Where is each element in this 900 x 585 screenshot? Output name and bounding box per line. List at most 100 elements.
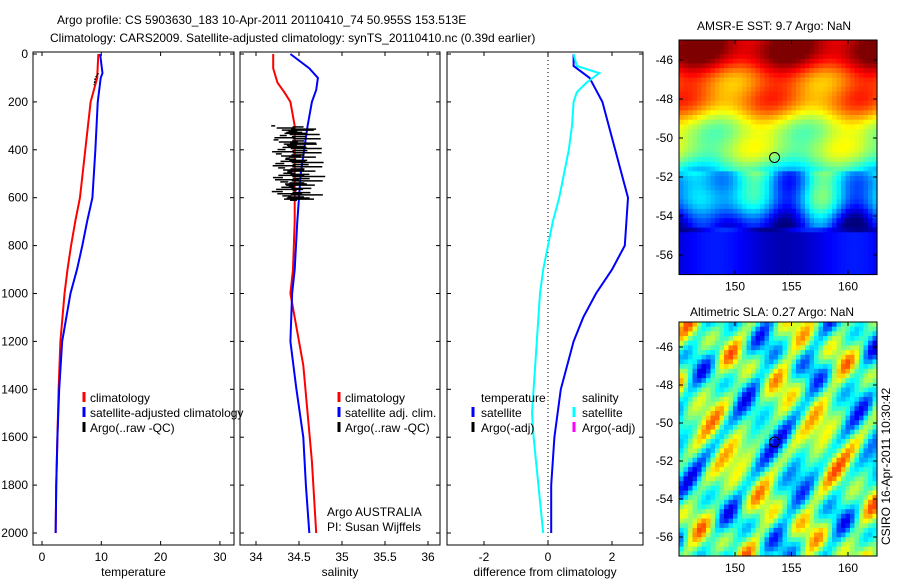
map-cell <box>742 152 748 158</box>
map-cell <box>724 410 730 417</box>
map-cell <box>782 490 788 496</box>
map-cell <box>850 551 856 557</box>
map-cell <box>719 96 725 102</box>
map-cell <box>773 331 779 337</box>
map-cell <box>764 434 770 440</box>
map-cell <box>868 378 874 384</box>
map-cell <box>733 260 739 266</box>
map-cell <box>706 481 712 487</box>
map-cell <box>818 241 824 247</box>
map-cell <box>800 218 806 224</box>
map-cell <box>769 340 775 346</box>
map-cell <box>827 157 833 163</box>
map-cell <box>755 129 761 135</box>
map-cell <box>742 481 748 487</box>
map-cell <box>791 91 797 97</box>
map-cell <box>872 415 878 421</box>
map-cell <box>737 129 743 135</box>
map-cell <box>805 401 811 407</box>
map-cell <box>809 96 815 102</box>
map-cell <box>778 222 784 229</box>
map-cell <box>683 255 689 262</box>
map-cell <box>863 457 869 463</box>
map-cell <box>764 227 770 233</box>
map-cell <box>742 527 748 534</box>
map-cell <box>688 439 694 445</box>
map-cell <box>688 176 694 182</box>
map-cell <box>764 518 770 524</box>
map-cell <box>827 495 833 501</box>
map-cell <box>854 241 860 247</box>
map-cell <box>827 218 833 224</box>
map-cell <box>782 77 788 83</box>
map-cell <box>742 265 748 271</box>
map-cell <box>818 251 824 257</box>
map-cell <box>778 401 784 407</box>
map-cell <box>787 541 793 548</box>
map-cell <box>719 246 725 252</box>
map-cell <box>742 429 748 435</box>
map-cell <box>719 199 725 205</box>
salinity-annotation-2: PI: Susan Wijffels <box>327 520 421 534</box>
map-cell <box>679 251 685 257</box>
map-cell <box>796 373 802 379</box>
map-cell <box>868 350 874 356</box>
map-cell <box>728 354 734 361</box>
map-cell <box>791 265 797 271</box>
map-cell <box>787 322 793 328</box>
map-cell <box>679 255 685 262</box>
map-cell <box>683 336 689 342</box>
map-cell <box>692 190 698 196</box>
map-cell <box>764 495 770 501</box>
map-cell <box>773 185 779 191</box>
map-cell <box>728 364 734 370</box>
map-cell <box>701 532 707 538</box>
map-cell <box>755 481 761 487</box>
map-cell <box>868 326 874 332</box>
map-cell <box>845 208 851 215</box>
map-cell <box>841 194 847 201</box>
map-cell <box>728 246 734 252</box>
map-cell <box>805 251 811 257</box>
map-cell <box>859 434 865 440</box>
map-cell <box>706 396 712 403</box>
map-cell <box>787 420 793 426</box>
map-cell <box>764 171 770 177</box>
map-cell <box>814 265 820 271</box>
map-cell <box>746 537 752 543</box>
map-cell <box>814 457 820 463</box>
map-cell <box>737 166 743 172</box>
map-cell <box>742 387 748 393</box>
map-cell <box>751 406 757 412</box>
map-cell <box>733 213 739 219</box>
map-cell <box>836 345 842 351</box>
map-cell <box>688 401 694 407</box>
map-cell <box>787 265 793 271</box>
map-cell <box>737 199 743 205</box>
map-cell <box>859 49 865 55</box>
map-cell <box>841 345 847 351</box>
map-cell <box>701 537 707 543</box>
map-cell <box>863 551 869 557</box>
map-cell <box>760 260 766 266</box>
map-cell <box>872 401 878 407</box>
map-cell <box>782 336 788 342</box>
map-cell <box>823 364 829 370</box>
map-cell <box>863 133 869 140</box>
map-cell <box>854 331 860 337</box>
map-cell <box>787 340 793 346</box>
map-cell <box>697 161 703 168</box>
map-cell <box>827 359 833 365</box>
map-cell <box>818 523 824 529</box>
map-cell <box>746 49 752 55</box>
map-cell <box>742 72 748 79</box>
map-cell <box>683 91 689 97</box>
map-cell <box>809 471 815 478</box>
map-cell <box>769 392 775 398</box>
map-cell <box>809 194 815 201</box>
map-cell <box>782 100 788 107</box>
map-cell <box>818 392 824 398</box>
map-cell <box>800 336 806 342</box>
map-cell <box>868 133 874 140</box>
map-cell <box>778 194 784 201</box>
